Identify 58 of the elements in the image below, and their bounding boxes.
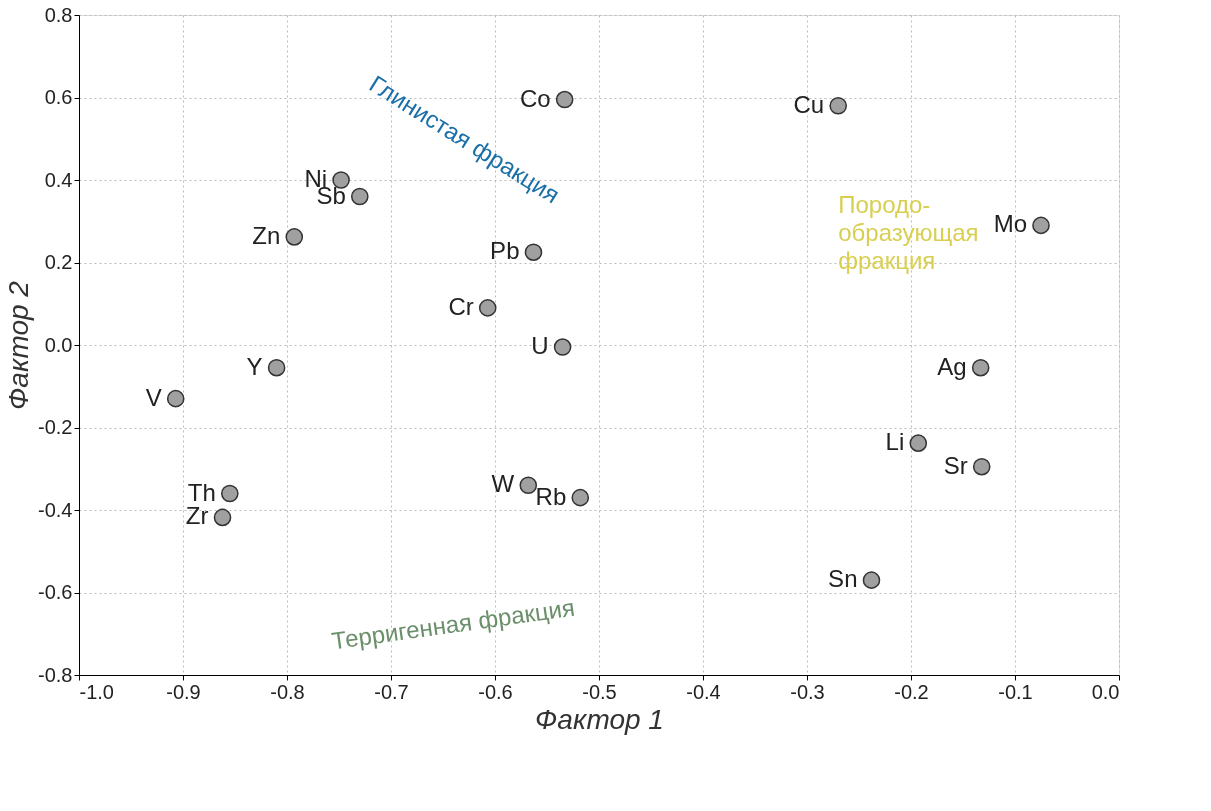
annotation: Co [519, 84, 551, 112]
annotation: Sn [828, 565, 858, 593]
x-tick-label: -0.8 [270, 680, 305, 703]
annotation: Mo [993, 210, 1027, 238]
x-tick-label: 0.0 [1091, 680, 1120, 703]
x-tick-label: -0.2 [894, 680, 929, 703]
y-tick-label: 0.6 [44, 86, 73, 108]
y-tick-label: 0.0 [44, 333, 73, 356]
y-tick-label: -0.4 [38, 498, 73, 521]
annotation: Cu [793, 90, 825, 118]
annotation: Cr [448, 292, 474, 320]
annotation: Y [246, 352, 263, 380]
annotation: Sr [943, 451, 968, 479]
x-tick-label: -1.0 [79, 680, 114, 703]
y-tick-label: -0.8 [38, 663, 73, 686]
point [829, 96, 848, 115]
x-tick-label: -0.4 [686, 680, 721, 703]
y-tick-label: 0.4 [44, 168, 73, 191]
annotation: Li [885, 428, 905, 456]
point [166, 389, 185, 408]
x-tick-label: -0.3 [790, 680, 825, 703]
annotation: Ag [937, 352, 967, 380]
point [478, 299, 497, 317]
point [220, 484, 239, 503]
y-tick-label: -0.6 [38, 581, 73, 603]
point [519, 476, 538, 495]
annotation: Zn [252, 221, 281, 249]
x-tick-label: -0.1 [998, 680, 1033, 703]
x-tick-label: -0.5 [582, 680, 617, 703]
point [555, 90, 574, 109]
annotation: W [491, 470, 515, 498]
point [524, 243, 543, 261]
point [553, 338, 572, 356]
x-tick-label: -0.7 [374, 680, 409, 703]
annotation: Rb [535, 482, 567, 510]
point [285, 228, 304, 246]
annotation: U [531, 332, 549, 360]
y-tick-label: -0.2 [38, 416, 73, 438]
x-tick-label: -0.9 [166, 680, 201, 703]
annotation: Pb [490, 237, 520, 265]
x-axis-title: Фактор 1 [535, 703, 664, 735]
y-tick-label: 0.8 [44, 3, 73, 26]
point [862, 571, 881, 589]
point [267, 358, 286, 377]
point [571, 488, 590, 507]
y-axis-title: Фактор 2 [3, 280, 35, 410]
annotation: Породо-образующая фракция [838, 191, 979, 275]
annotation: Терригенная фракция [330, 593, 577, 655]
point [971, 358, 990, 377]
point [350, 187, 369, 206]
x-tick-label: -0.6 [478, 680, 513, 703]
point [1032, 216, 1050, 235]
point [909, 434, 928, 452]
point [972, 457, 991, 476]
point [332, 171, 350, 189]
point [213, 508, 232, 527]
y-tick-label: 0.2 [44, 251, 73, 273]
annotation: V [145, 383, 162, 411]
